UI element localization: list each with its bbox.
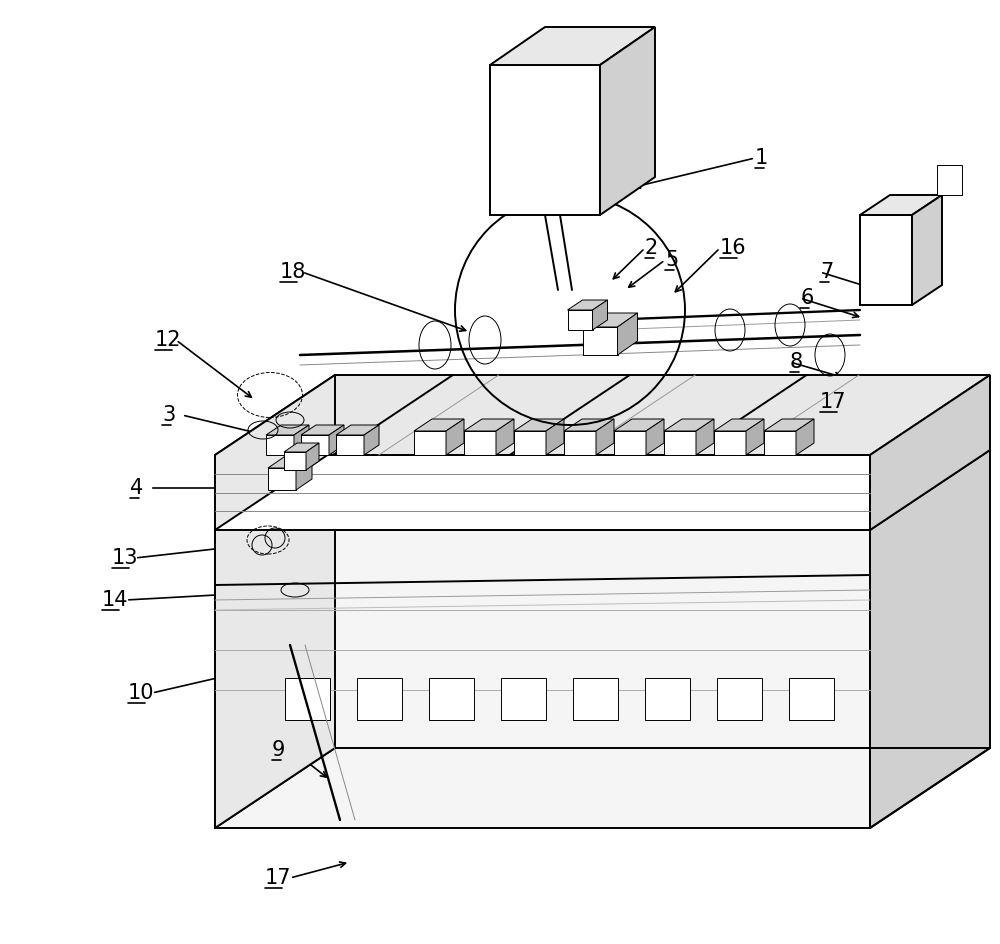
Text: 17: 17 xyxy=(820,392,846,412)
Polygon shape xyxy=(714,419,764,431)
Text: 13: 13 xyxy=(112,548,138,568)
Polygon shape xyxy=(336,425,379,435)
Polygon shape xyxy=(645,678,690,720)
Polygon shape xyxy=(717,678,762,720)
Polygon shape xyxy=(501,678,546,720)
Polygon shape xyxy=(215,450,990,530)
Polygon shape xyxy=(464,419,514,431)
Polygon shape xyxy=(614,419,664,431)
Polygon shape xyxy=(215,375,335,530)
Polygon shape xyxy=(764,419,814,431)
Polygon shape xyxy=(306,443,319,470)
Text: 1: 1 xyxy=(755,148,768,168)
Text: 16: 16 xyxy=(720,238,747,258)
Polygon shape xyxy=(414,431,446,455)
Polygon shape xyxy=(268,457,312,468)
Polygon shape xyxy=(664,431,696,455)
Polygon shape xyxy=(582,327,618,355)
Polygon shape xyxy=(860,215,912,305)
Polygon shape xyxy=(546,419,564,455)
Text: 9: 9 xyxy=(272,740,285,760)
Polygon shape xyxy=(329,425,344,455)
Polygon shape xyxy=(514,431,546,455)
Polygon shape xyxy=(564,431,596,455)
Polygon shape xyxy=(336,435,364,455)
Polygon shape xyxy=(618,313,638,355)
Text: 3: 3 xyxy=(162,405,175,425)
Text: 6: 6 xyxy=(800,288,813,308)
Polygon shape xyxy=(266,425,309,435)
Polygon shape xyxy=(764,431,796,455)
Polygon shape xyxy=(796,419,814,455)
Polygon shape xyxy=(215,530,870,828)
Text: 17: 17 xyxy=(265,868,292,888)
Polygon shape xyxy=(573,678,618,720)
Polygon shape xyxy=(294,425,309,455)
Polygon shape xyxy=(592,300,608,330)
Text: 10: 10 xyxy=(128,683,154,703)
Text: 8: 8 xyxy=(790,352,803,372)
Polygon shape xyxy=(646,419,664,455)
Text: 5: 5 xyxy=(665,250,678,270)
Polygon shape xyxy=(582,313,638,327)
Polygon shape xyxy=(446,419,464,455)
Polygon shape xyxy=(664,419,714,431)
Polygon shape xyxy=(746,419,764,455)
Text: 14: 14 xyxy=(102,590,128,610)
Polygon shape xyxy=(564,419,614,431)
Text: 2: 2 xyxy=(645,238,658,258)
Polygon shape xyxy=(215,450,335,828)
Polygon shape xyxy=(496,419,514,455)
Polygon shape xyxy=(568,310,592,330)
Polygon shape xyxy=(266,435,294,455)
Polygon shape xyxy=(268,468,296,490)
Polygon shape xyxy=(464,431,496,455)
Text: 4: 4 xyxy=(130,478,143,498)
Polygon shape xyxy=(215,455,870,530)
Polygon shape xyxy=(301,435,329,455)
Polygon shape xyxy=(600,27,655,215)
Polygon shape xyxy=(364,425,379,455)
Polygon shape xyxy=(414,419,464,431)
Polygon shape xyxy=(490,65,600,215)
Polygon shape xyxy=(912,195,942,305)
Polygon shape xyxy=(596,419,614,455)
Polygon shape xyxy=(714,431,746,455)
Polygon shape xyxy=(284,443,319,452)
Polygon shape xyxy=(870,450,990,828)
Polygon shape xyxy=(696,419,714,455)
Text: 18: 18 xyxy=(280,262,306,282)
Polygon shape xyxy=(514,419,564,431)
Polygon shape xyxy=(490,27,655,65)
Text: 7: 7 xyxy=(820,262,833,282)
Polygon shape xyxy=(870,375,990,530)
Polygon shape xyxy=(860,195,942,215)
Polygon shape xyxy=(937,165,962,195)
Polygon shape xyxy=(215,375,990,455)
Polygon shape xyxy=(357,678,402,720)
Polygon shape xyxy=(284,452,306,470)
Polygon shape xyxy=(285,678,330,720)
Polygon shape xyxy=(296,457,312,490)
Text: 12: 12 xyxy=(155,330,182,350)
Polygon shape xyxy=(568,300,608,310)
Polygon shape xyxy=(429,678,474,720)
Polygon shape xyxy=(789,678,834,720)
Polygon shape xyxy=(614,431,646,455)
Polygon shape xyxy=(301,425,344,435)
